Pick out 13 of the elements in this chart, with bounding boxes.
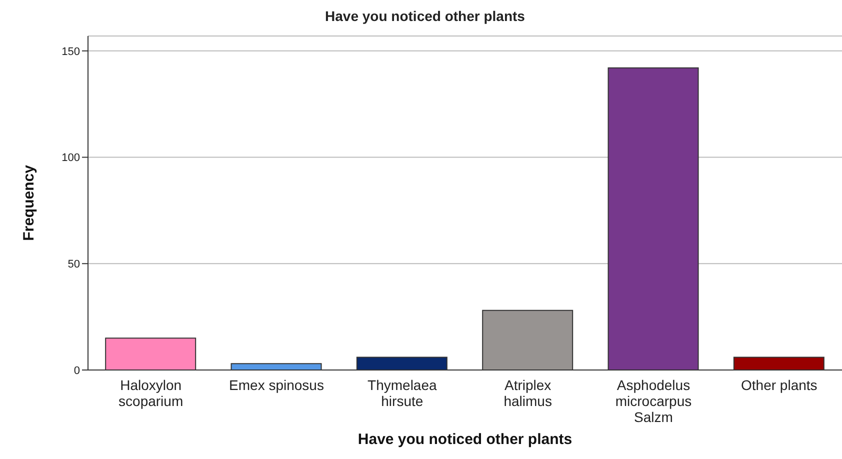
- x-tick-label: Atriplex halimus: [504, 377, 552, 409]
- y-tick-label: 0: [74, 364, 80, 377]
- x-tick-label: Haloxylon scoparium: [118, 377, 184, 409]
- x-axis-title: Have you noticed other plants: [358, 431, 572, 448]
- x-tick-label: Thymelaea hirsute: [368, 377, 438, 409]
- y-tick-label: 150: [62, 46, 80, 58]
- y-tick-label: 100: [62, 152, 80, 164]
- x-tick-label: Asphodelus microcarpus Salzm: [615, 377, 692, 425]
- x-tick-label: Emex spinosus: [229, 377, 324, 393]
- y-axis-title: Frequency: [20, 164, 38, 241]
- chart-title: Have you noticed other plants: [324, 8, 526, 24]
- x-tick-label: Other plants: [741, 377, 818, 393]
- y-tick-label: 50: [68, 258, 80, 271]
